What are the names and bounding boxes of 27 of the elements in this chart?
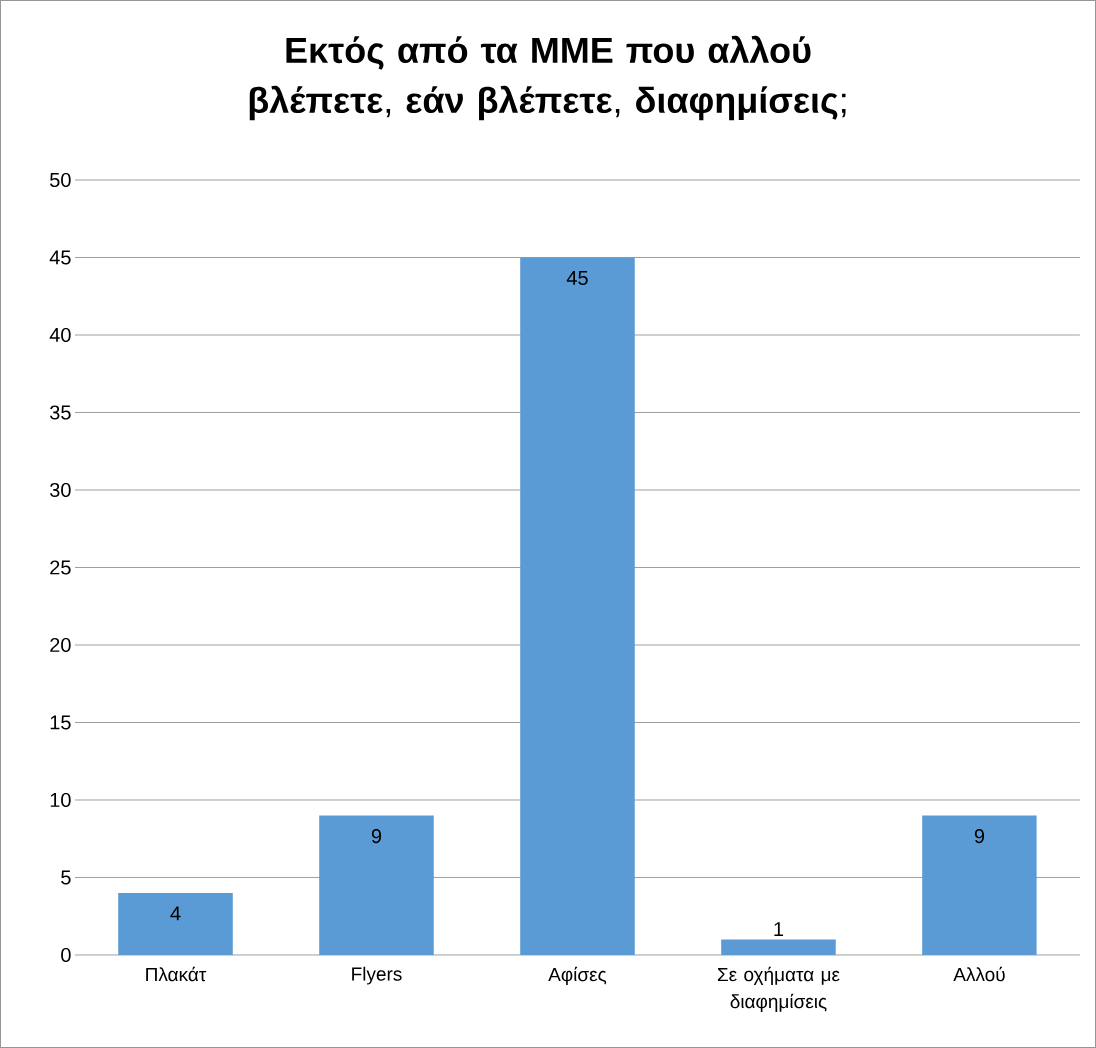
data-label: 1: [774, 922, 784, 936]
bar: [520, 257, 635, 955]
bar: [922, 815, 1037, 955]
x-tick-label: Flyers: [352, 966, 402, 985]
bar: [118, 892, 233, 955]
chart-title: Εκτός από τα ΜΜΕ που αλλού βλέπετε, εάν βλέπετε, διαφημίσεις;: [249, 35, 846, 121]
y-tick-label: 20: [50, 637, 71, 653]
y-tick-label: 5: [61, 870, 71, 885]
data-label: 45: [566, 271, 588, 285]
data-label: 4: [170, 906, 181, 921]
x-tick-label: Αφίσες: [548, 966, 607, 986]
data-label: 9: [974, 829, 985, 844]
y-tick-label: 40: [49, 327, 71, 343]
y-tick-label: 0: [61, 947, 71, 963]
x-tick-label: Αλλού: [953, 966, 1005, 982]
bar: [721, 939, 836, 955]
x-tick-label: Σε οχήματα με διαφημίσεις: [717, 966, 840, 1013]
y-tick-label: 15: [50, 715, 71, 730]
bar: [319, 815, 434, 955]
x-tick-label: Πλακάτ: [146, 966, 207, 982]
y-tick-label: 45: [49, 250, 71, 265]
data-label: 9: [371, 829, 382, 844]
y-tick-label: 30: [49, 482, 71, 498]
y-tick-label: 10: [50, 792, 71, 808]
y-tick-label: 25: [50, 560, 71, 575]
y-tick-label: 50: [50, 172, 71, 188]
y-tick-label: 35: [49, 405, 71, 420]
